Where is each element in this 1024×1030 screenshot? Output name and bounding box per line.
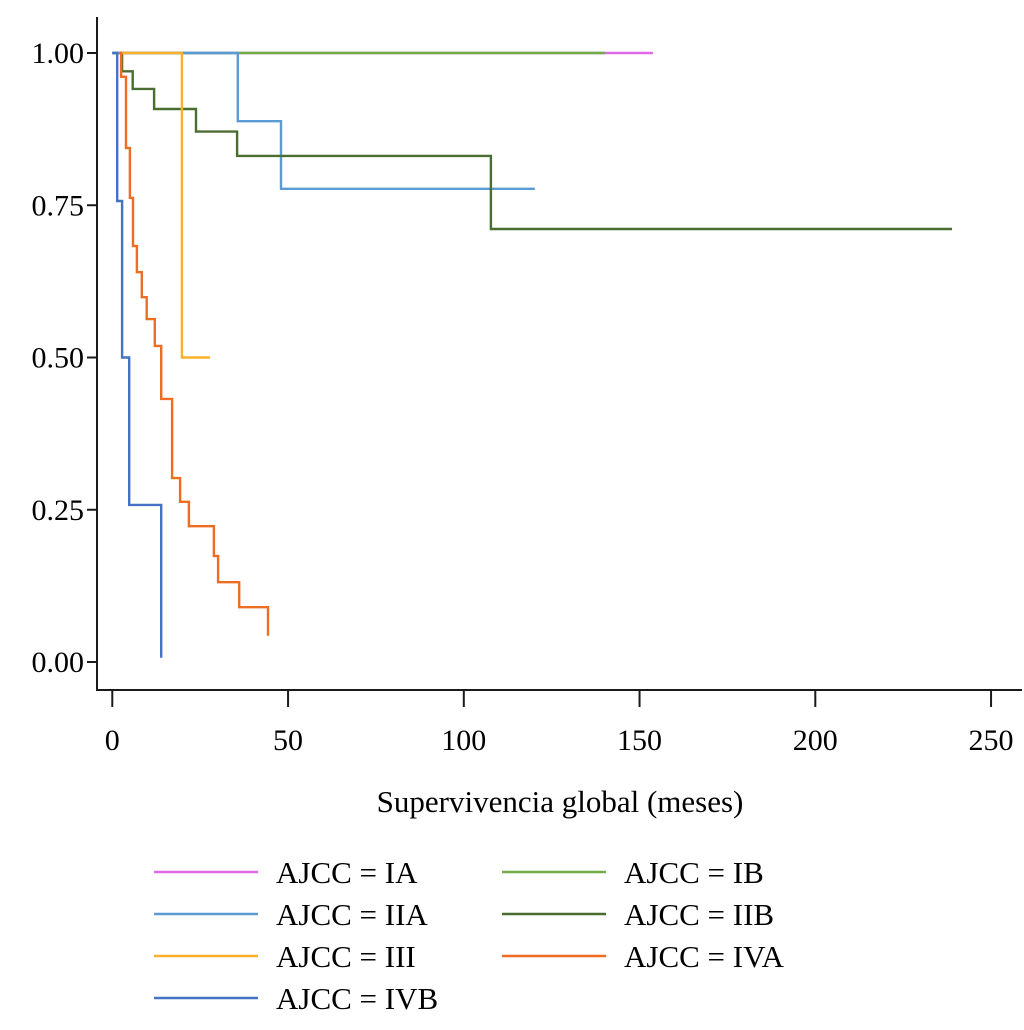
curve-ajcc-iib: [119, 51, 952, 231]
legend-item-ajcc-iib: AJCC = IIB: [502, 897, 774, 932]
curve-ajcc-iia: [112, 51, 535, 190]
y-tick-label: 0.50: [32, 342, 85, 375]
legend-item-ajcc-iva: AJCC = IVA: [502, 939, 785, 974]
legend-item-ajcc-ivb: AJCC = IVB: [154, 981, 438, 1016]
axes: [96, 17, 1022, 691]
legend-item-ajcc-iii: AJCC = III: [154, 939, 416, 974]
y-axis-ticks: 0.00 0.25 0.50 0.75 1.00: [32, 37, 97, 679]
legend-label: AJCC = III: [276, 939, 416, 974]
legend-label: AJCC = IA: [276, 855, 418, 890]
x-tick-label: 150: [617, 724, 662, 757]
curve-ajcc-iva: [119, 51, 270, 636]
y-tick-label: 0.75: [32, 189, 85, 222]
y-tick-label: 0.00: [32, 646, 85, 679]
curve-ajcc-ivb: [112, 51, 163, 658]
legend-item-ajcc-ia: AJCC = IA: [154, 855, 418, 890]
x-tick-label: 200: [793, 724, 838, 757]
x-tick-label: 0: [105, 724, 120, 757]
legend-label: AJCC = IIB: [624, 897, 774, 932]
legend-label: AJCC = IIA: [276, 897, 428, 932]
legend-label: AJCC = IVA: [624, 939, 785, 974]
x-axis-title: Supervivencia global (meses): [377, 784, 744, 819]
legend-item-ajcc-ib: AJCC = IB: [502, 855, 764, 890]
x-tick-label: 50: [273, 724, 303, 757]
x-axis-ticks: 0 50 100 150 200 250: [105, 690, 1014, 757]
y-tick-label: 0.25: [32, 494, 85, 527]
legend-item-ajcc-iia: AJCC = IIA: [154, 897, 428, 932]
legend-label: AJCC = IB: [624, 855, 764, 890]
plot-area: [112, 51, 952, 658]
legend-label: AJCC = IVB: [276, 981, 438, 1016]
x-tick-label: 250: [969, 724, 1014, 757]
y-tick-label: 1.00: [32, 37, 85, 70]
x-tick-label: 100: [441, 724, 486, 757]
legend: AJCC = IA AJCC = IB AJCC = IIA AJCC = IIB AJ…: [154, 855, 785, 1016]
curve-ajcc-iii: [119, 51, 210, 359]
